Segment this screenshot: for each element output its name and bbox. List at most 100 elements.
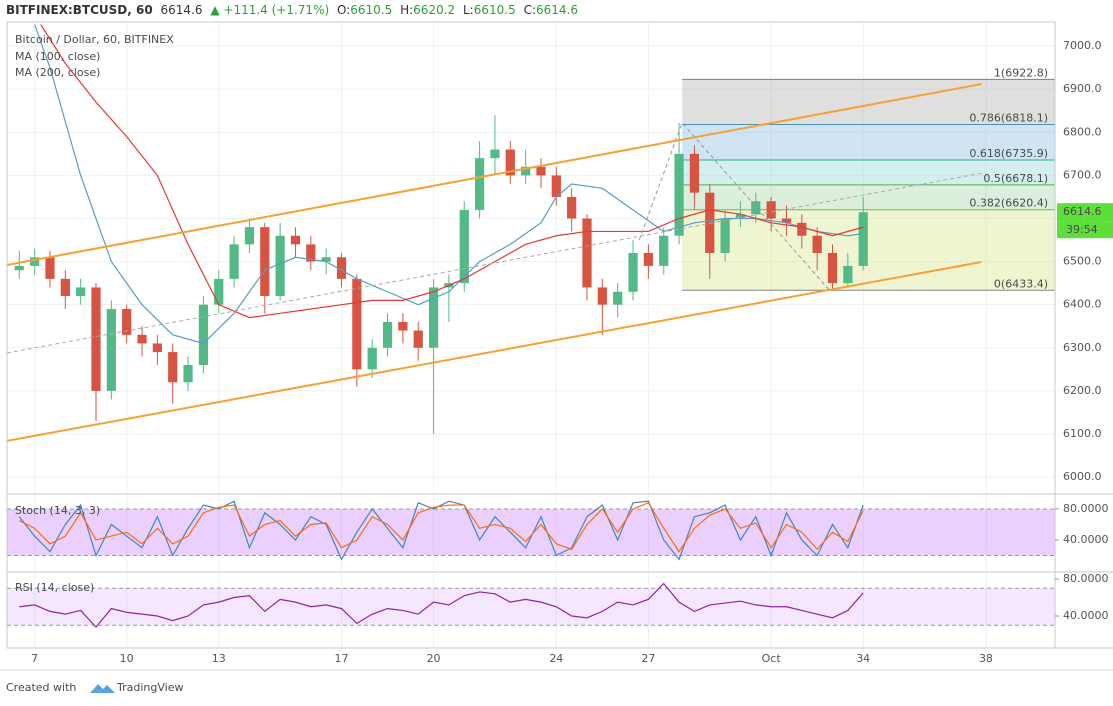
candle-body [352,278,362,370]
last-price-label: 6614.6 [1063,205,1102,218]
band [7,508,1055,556]
candle-body [45,257,55,279]
candle-body [122,308,132,335]
chart-title: Bitcoin / Dollar, 60, BITFINEX [15,33,174,46]
candle-body [643,252,653,266]
candle-body [705,192,715,253]
footer-brand[interactable]: TradingView [116,681,183,694]
candle-body [567,196,577,219]
price: 6614.6 [161,3,203,17]
candle-body [474,158,485,210]
c-label: C: [524,3,536,17]
trend-line [7,261,982,442]
candle-body [689,153,700,193]
candle-body [244,227,255,245]
candle-body [582,218,592,288]
y-tick-label: 7000.0 [1063,39,1102,52]
candle-body [275,235,285,297]
candle-body [597,287,607,305]
x-tick-label: 7 [31,652,38,665]
candle-body [490,149,500,159]
x-tick-label: 17 [335,652,349,665]
x-tick-label: 24 [549,652,563,665]
logo [90,684,115,693]
x-tick-label: 38 [979,652,993,665]
y-tick-label: 6700.0 [1063,168,1102,181]
candle-body [91,287,101,391]
change: +111.4 (+1.71%) [223,3,329,17]
y-tick-label: 80.0000 [1063,502,1109,515]
y-tick-label: 6200.0 [1063,384,1102,397]
candle-body [751,201,761,215]
l-value: 6610.5 [474,3,516,17]
pane-title: Stoch (14, 3, 3) [15,504,100,517]
footer-text: Created with [6,681,76,694]
y-tick-label: 6100.0 [1063,427,1102,440]
candle-body [30,257,40,266]
main-pane: 1(6922.8) 0.786(6818.1) 0.618(6735.9) 0.5(6… [7,22,1055,493]
series-line [19,502,864,553]
candle-body [106,308,116,391]
fib-zone [682,159,1055,185]
candle-body [152,343,162,353]
x-tick-label: 34 [856,652,870,665]
x-tick-label: 27 [641,652,655,665]
fib-zone [682,124,1055,160]
candle-body [260,227,270,297]
h-value: 6620.2 [413,3,455,17]
last-price-box [1057,203,1113,222]
candle-body [183,365,193,383]
candle-body [674,153,684,236]
candle-body [659,235,669,266]
candle-body [413,330,423,348]
x-tick-label: Oct [762,652,782,665]
rsi-pane [7,573,1055,648]
h-label: H: [400,3,413,17]
trend-line [638,121,830,291]
candle-body [137,334,147,344]
series-line [18,500,864,561]
fib-zone [682,184,1055,210]
candle-body [168,352,178,383]
stoch-pane [7,495,1055,571]
candle-body [76,287,86,297]
y-tick-label: 6800.0 [1063,125,1102,138]
y-tick-label: 6300.0 [1063,341,1102,354]
candle-body [321,257,331,262]
arrow: ▲ [210,3,220,17]
y-tick-label: 6400.0 [1063,298,1102,311]
fib-zone [682,209,1055,291]
y-tick-label: 6500.0 [1063,255,1102,268]
candle-body [229,244,239,279]
fib-zone [682,79,1055,125]
pane-title: RSI (14, close) [15,581,94,594]
candle-body [536,166,546,176]
candle-body [827,252,838,284]
symbol: BITFINEX:BTCUSD, 60 [6,3,153,17]
candle-body [505,149,515,176]
countdown-label: 39:54 [1066,223,1098,236]
overlay: BITFINEX:BTCUSD, 60 6614.6 ▲ +111.4 (+1.… [0,3,1113,694]
candle-body [60,278,70,297]
candle-body [812,235,822,253]
x-tick-label: 10 [120,652,134,665]
series-line [40,24,864,319]
candle-body [367,347,377,370]
o-value: 6610.5 [350,3,392,17]
candle-body [781,218,792,223]
candle-body [720,218,730,253]
candle-body [797,222,807,236]
candle-body [428,287,439,348]
legend-entry: MA (200, close) [15,66,100,79]
band [7,588,1055,626]
fib-label: 1(6922.8) [994,66,1048,79]
y-tick-label: 6000.0 [1063,470,1102,483]
y-tick-label: 6900.0 [1063,82,1102,95]
fib-label: 0.382(6620.4) [969,197,1048,210]
candle-body [843,265,853,284]
candle-body [858,212,868,266]
candle-body [398,321,408,331]
fib-label: 0.786(6818.1) [969,112,1048,125]
